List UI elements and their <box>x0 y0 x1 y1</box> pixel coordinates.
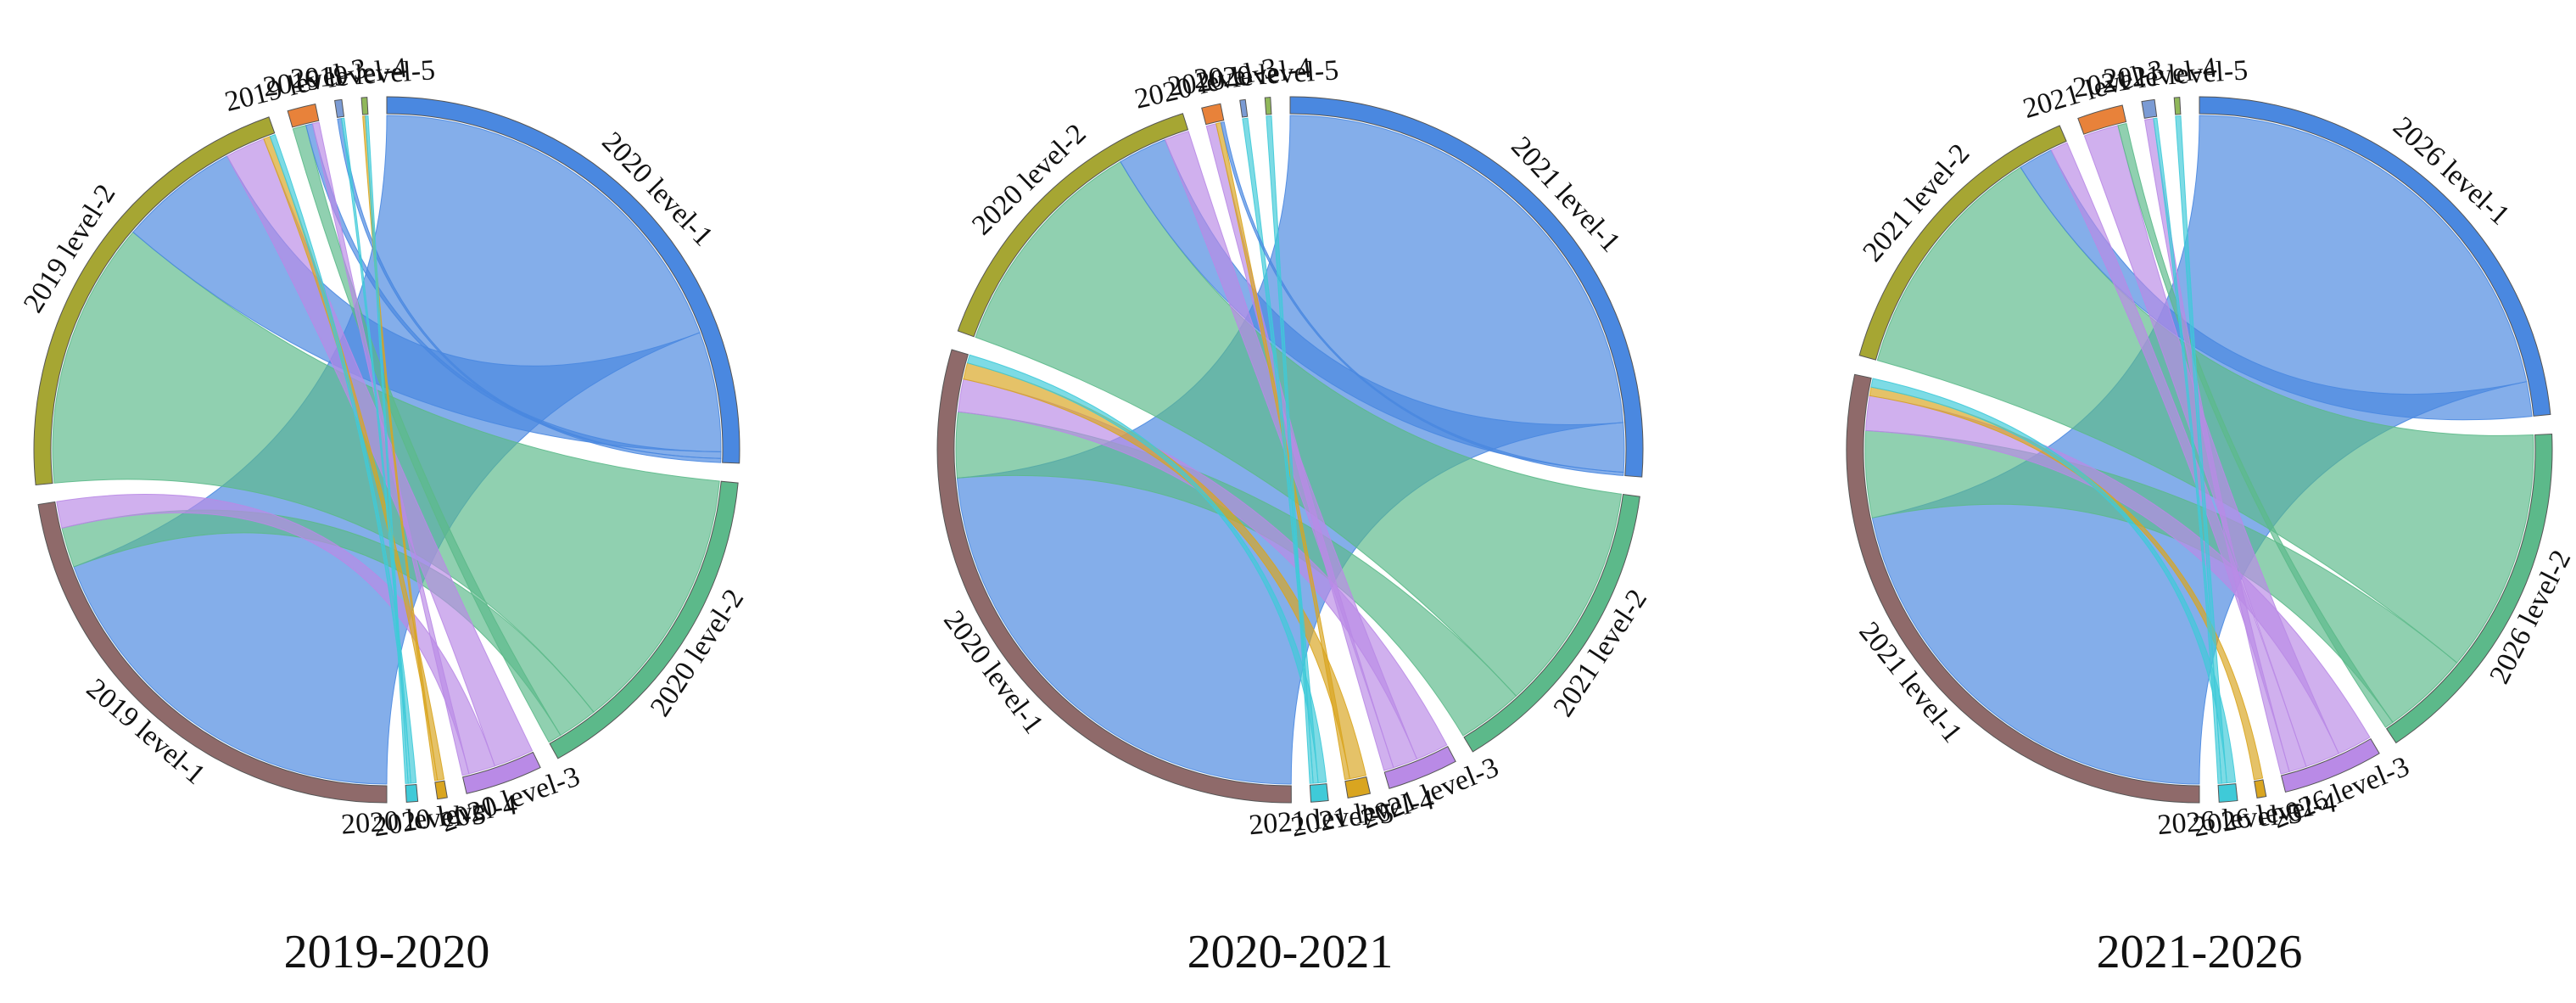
ribbon-2019-level-3-to-2020-level-2 <box>292 125 562 743</box>
ribbon-2020-level-3-to-2021-level-4 <box>1215 121 1350 781</box>
arc-2026-level-5 <box>2217 783 2238 803</box>
ribbon-2020-level-3-to-2021-level-1 <box>1220 121 1624 476</box>
ribbon-2019-level-3-to-2020-level-3 <box>311 121 470 776</box>
arc-2026-level-3 <box>2280 737 2380 793</box>
arc-2021-level-4 <box>2141 98 2158 119</box>
ribbons <box>955 115 1625 785</box>
arc-2020-level-2 <box>549 480 739 759</box>
arc-label-2019-level-5: 2019 level-5 <box>289 54 436 95</box>
arc-2020-level-4 <box>1239 98 1249 118</box>
arc-label-2021-level-5: 2021 level-5 <box>2102 54 2249 95</box>
arc-label-2026-level-5: 2026 level-5 <box>2156 798 2303 841</box>
ribbon-2019-level-3-to-2020-level-1 <box>305 123 722 459</box>
arc-2020-level-5 <box>405 783 419 803</box>
arc-2021-level-1 <box>1846 373 2200 804</box>
arc-label-2020-level-5: 2020 level-5 <box>340 799 487 841</box>
arc-2019-level-4 <box>334 98 345 118</box>
arc-2026-level-1 <box>2199 96 2551 417</box>
arc-2019-level-3 <box>287 104 320 128</box>
arc-label-2020-level-5: 2020 level-5 <box>1193 54 1339 95</box>
arc-2020-level-1 <box>936 349 1292 804</box>
panel-title: 2019-2020 <box>284 926 490 978</box>
ribbon-2019-level-4-to-2020-level-1 <box>337 118 722 463</box>
arc-2020-level-4 <box>434 780 448 800</box>
arc-label-2021-level-5: 2021 level-5 <box>1248 798 1394 841</box>
ribbons <box>1864 115 2534 785</box>
ribbon-2021-level-1-to-2026-level-5 <box>1870 378 2237 784</box>
arc-2021-level-3 <box>2077 104 2127 135</box>
arc-2019-level-5 <box>360 97 369 115</box>
arc-2026-level-4 <box>2254 779 2267 798</box>
ribbons <box>52 115 722 785</box>
ribbon-2019-level-2-to-2020-level-5 <box>269 134 417 784</box>
arc-2021-level-3 <box>1383 746 1456 789</box>
arc-2021-level-1 <box>1289 96 1644 478</box>
arc-2019-level-1 <box>37 501 388 804</box>
panel-title: 2021-2026 <box>2097 926 2303 978</box>
arc-2021-level-2 <box>1463 493 1640 753</box>
arc-2021-level-2 <box>1858 125 2067 361</box>
arc-2021-level-5 <box>1309 783 1329 803</box>
ribbon-2020-level-1-to-2021-level-5 <box>966 354 1327 784</box>
arc-2020-level-5 <box>1264 97 1272 115</box>
arc-2020-level-3 <box>1201 103 1225 126</box>
arc-2020-level-2 <box>957 113 1189 338</box>
ribbon-2021-level-5-to-2026-level-5 <box>2175 115 2227 784</box>
arc-2021-level-4 <box>1344 776 1372 798</box>
arc-2020-level-3 <box>461 751 541 794</box>
arc-2026-level-2 <box>2385 434 2553 744</box>
panel-title: 2020-2021 <box>1187 926 1394 978</box>
ribbon-2021-level-4-to-2026-level-5 <box>2153 117 2222 784</box>
ribbon-2020-level-4-to-2021-level-5 <box>1242 117 1319 784</box>
ribbon-2021-level-3-to-2026-level-3 <box>2083 125 2339 767</box>
ribbon-2020-level-5-to-2021-level-5 <box>1266 115 1314 784</box>
arc-2020-level-1 <box>386 96 740 464</box>
ribbon-2019-level-1-to-2020-level-3 <box>56 494 496 775</box>
ribbon-2019-level-5-to-2020-level-5 <box>365 115 409 784</box>
arc-2019-level-2 <box>33 116 276 486</box>
arc-2021-level-5 <box>2173 97 2182 115</box>
